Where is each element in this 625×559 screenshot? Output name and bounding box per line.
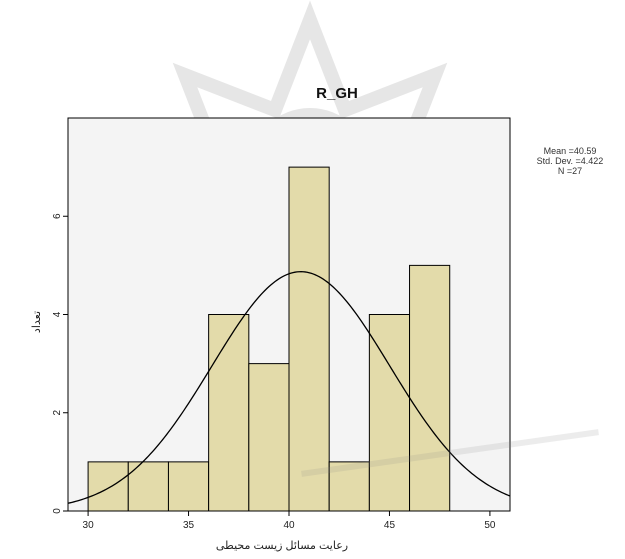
histogram-bar-1	[127, 461, 169, 512]
y-tick-label-1: 2	[52, 410, 63, 416]
stat-mean: Mean =40.59	[543, 146, 597, 156]
x-axis: 30 35 40 45 50	[83, 511, 496, 531]
histogram-bar-3	[208, 314, 250, 512]
histogram-bar-5	[288, 166, 330, 512]
watermark-text	[301, 429, 599, 477]
x-tick-label-1: 35	[183, 520, 195, 531]
histogram-bar-2	[167, 461, 210, 512]
y-tick-label-0: 0	[52, 508, 63, 514]
x-tick-label-2: 40	[283, 520, 295, 531]
histogram-bar-4	[248, 363, 290, 512]
y-axis: 0 2 4 6	[52, 213, 68, 514]
histogram-bars	[87, 166, 451, 512]
histogram-bar-7	[368, 314, 411, 512]
x-axis-label: رعایت مسائل زیست محیطی	[216, 540, 348, 552]
chart-title: R_GH	[316, 85, 358, 102]
x-tick-label-3: 45	[384, 520, 396, 531]
normal-curve	[67, 271, 511, 504]
y-axis-label: تعداد	[31, 311, 43, 333]
y-tick-label-3: 6	[52, 213, 63, 219]
y-tick-label-2: 4	[52, 311, 63, 317]
histogram-bar-8	[409, 264, 451, 512]
stat-std-dev: Std. Dev. =4.422	[536, 156, 604, 166]
statistics-box: Mean =40.59 Std. Dev. =4.422 N =27	[520, 146, 620, 176]
histogram-bar-6	[328, 461, 370, 512]
x-tick-label-0: 30	[83, 520, 95, 531]
x-tick-label-4: 50	[484, 520, 496, 531]
stat-n: N =27	[557, 166, 583, 176]
histogram-bar-0	[87, 461, 129, 512]
